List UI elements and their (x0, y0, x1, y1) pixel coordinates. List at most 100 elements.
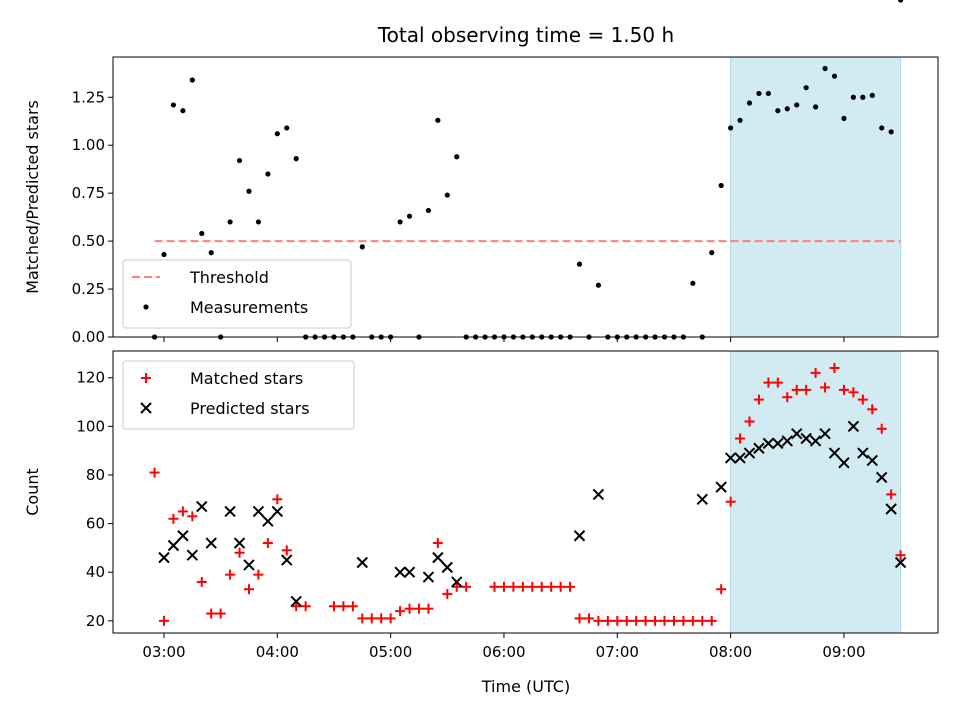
predicted-point (753, 442, 765, 454)
matched-point (177, 506, 188, 517)
x-tick-label: 06:00 (482, 643, 525, 661)
matched-point (838, 384, 849, 395)
y-tick-label: 100 (76, 417, 105, 435)
plot-frame (112, 56, 939, 338)
predicted-point (734, 452, 746, 464)
x-tick-label: 04:00 (256, 643, 299, 661)
matched-point (225, 569, 236, 580)
matched-point (508, 581, 519, 592)
predicted-point (233, 537, 246, 549)
y-axis-title: Count (23, 468, 42, 516)
predicted-point (592, 488, 605, 501)
matched-point (763, 377, 774, 388)
matched-point (385, 613, 396, 624)
measurement-point (161, 251, 167, 258)
measurement-point (199, 230, 205, 237)
matched-point (517, 581, 528, 592)
y-tick-label: 0.25 (72, 280, 105, 298)
predicted-point (432, 551, 444, 564)
matched-point (810, 367, 821, 378)
matched-point (820, 382, 831, 393)
matched-point (555, 581, 566, 592)
measurement-point (274, 131, 280, 137)
plot-frame (112, 350, 939, 634)
measurement-point (293, 156, 299, 162)
measurement-point (841, 115, 847, 121)
matched-point (489, 581, 500, 592)
predicted-point (205, 537, 217, 549)
measurement-point (576, 261, 583, 267)
matched-point (423, 603, 434, 614)
matched-point (782, 392, 793, 403)
matched-point (149, 467, 160, 478)
legend-swatch-matched (141, 373, 151, 383)
measurement-point (746, 100, 753, 106)
predicted-point (290, 595, 302, 608)
measurement-point (227, 219, 233, 225)
measurement-point (794, 102, 800, 108)
measurement-point (879, 125, 885, 131)
x-tick-label: 08:00 (709, 643, 752, 661)
matched-point (857, 394, 868, 405)
matched-point (366, 613, 377, 624)
measurement-point (435, 117, 441, 123)
matched-point (565, 581, 576, 592)
matched-point (706, 615, 717, 626)
series-predicted-stars (158, 420, 907, 608)
y-tick-label: 20 (86, 612, 105, 630)
measurement-point (454, 154, 460, 160)
y-tick-label: 120 (76, 369, 105, 387)
predicted-point (800, 432, 812, 445)
legend-label: Matched stars (190, 369, 303, 388)
matched-point (895, 550, 906, 561)
measurement-point (397, 219, 403, 225)
matched-point (404, 603, 415, 614)
predicted-point (177, 530, 189, 542)
measurement-point (208, 250, 214, 256)
measurement-point (595, 282, 602, 288)
matched-point (659, 615, 670, 626)
series-measurements (151, 0, 904, 340)
matched-point (215, 608, 226, 619)
matched-point (442, 589, 453, 600)
measurement-point (850, 94, 856, 100)
predicted-point (196, 500, 208, 513)
x-tick-label: 07:00 (596, 643, 639, 661)
measurement-point (888, 129, 894, 135)
measurement-point (860, 94, 866, 100)
x-tick-label: 03:00 (142, 643, 185, 661)
measurement-point (718, 182, 724, 189)
matched-point (328, 601, 339, 612)
matched-point (801, 384, 812, 395)
x-tick-label: 09:00 (822, 643, 865, 661)
matched-point (546, 581, 557, 592)
matched-point (876, 423, 887, 434)
predicted-point (772, 437, 784, 450)
predicted-point (828, 447, 841, 459)
measurement-point (775, 108, 781, 114)
measurement-point (425, 207, 432, 214)
matched-point (196, 576, 207, 587)
matched-point (697, 615, 708, 626)
matched-point (716, 584, 727, 595)
predicted-point (243, 559, 255, 571)
predicted-point (167, 539, 180, 552)
predicted-point (809, 435, 822, 447)
y-tick-label: 0.00 (72, 328, 105, 346)
matched-point (451, 581, 462, 592)
x-axis-title: Time (UTC) (481, 677, 570, 696)
legend: Matched stars Predicted stars (122, 360, 355, 430)
bottom-panel: 20 40 60 80 100 120 03:00 04:00 05:00 06:00 07:00 0… (23, 350, 939, 661)
predicted-point (847, 420, 860, 433)
measurement-point (246, 188, 252, 194)
matched-point (262, 538, 273, 549)
measurement-point (898, 0, 904, 3)
matched-point (498, 581, 509, 592)
matched-point (612, 615, 623, 626)
matched-point (432, 538, 443, 549)
matched-point (668, 615, 679, 626)
predicted-point (857, 447, 869, 459)
measurement-point (170, 102, 177, 108)
measurement-point (822, 65, 828, 72)
legend-box (122, 259, 352, 329)
